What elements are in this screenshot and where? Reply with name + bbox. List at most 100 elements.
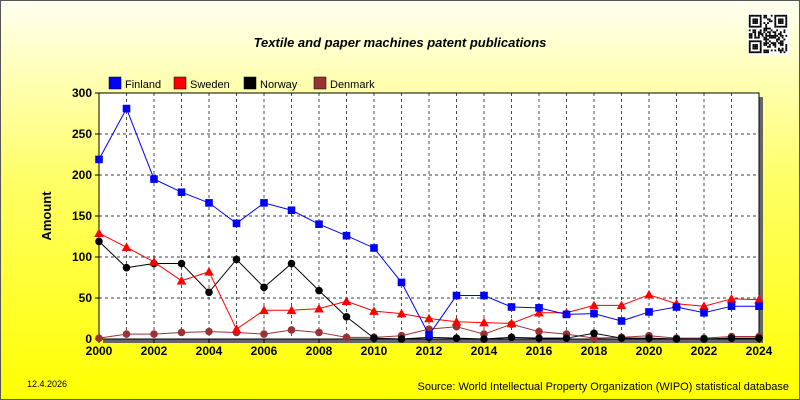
data-point-finland [480, 291, 488, 300]
data-point-norway [507, 333, 516, 342]
data-point-sweden [176, 275, 187, 285]
data-point-denmark [287, 326, 296, 334]
data-point-norway [452, 334, 461, 342]
y-tick-label: 200 [72, 168, 92, 182]
data-point-norway [562, 334, 571, 342]
data-point-finland [232, 219, 241, 228]
data-point-finland [150, 175, 158, 183]
data-point-finland [727, 302, 736, 310]
data-point-finland [370, 244, 378, 252]
data-point-denmark [122, 330, 131, 338]
legend-swatch-norway [243, 76, 257, 90]
data-point-finland [122, 104, 131, 113]
legend-label-norway: Norway [260, 79, 298, 91]
data-point-norway [535, 334, 543, 342]
data-point-finland [205, 199, 213, 207]
data-point-norway [260, 283, 268, 292]
data-point-sweden [314, 303, 324, 313]
y-tick-label: 150 [72, 209, 92, 223]
x-tick-label: 2012 [416, 344, 443, 358]
data-point-finland [397, 278, 406, 287]
x-tick-label: 2010 [361, 344, 388, 358]
y-tick-label: 50 [79, 291, 93, 305]
data-point-norway [205, 288, 213, 297]
data-point-norway [700, 335, 708, 343]
data-point-finland [617, 317, 626, 325]
data-point-denmark [315, 328, 323, 337]
data-point-sweden [396, 308, 407, 318]
data-point-norway [755, 334, 763, 342]
data-point-sweden [204, 266, 214, 276]
data-point-sweden [506, 318, 517, 328]
data-point-sweden [94, 228, 104, 238]
data-point-norway [342, 313, 351, 321]
data-point-finland [645, 308, 653, 316]
data-point-finland [590, 309, 598, 318]
data-point-norway [315, 286, 323, 295]
y-tick-label: 0 [85, 332, 92, 346]
data-point-norway [727, 334, 736, 342]
data-point-denmark [150, 330, 158, 338]
data-point-sweden [534, 307, 544, 317]
data-point-finland [535, 304, 543, 312]
data-point-sweden [341, 296, 352, 306]
data-point-norway [370, 334, 378, 342]
data-point-norway [590, 329, 598, 338]
legend-label-denmark: Denmark [330, 79, 375, 91]
x-tick-label: 2002 [141, 344, 168, 358]
data-point-sweden [259, 305, 269, 315]
data-point-finland [425, 331, 433, 339]
source-label: Source: World Intellectual Property Orga… [417, 381, 789, 393]
data-point-sweden [616, 300, 627, 310]
data-point-finland [672, 303, 681, 311]
data-point-sweden [726, 294, 737, 303]
data-point-denmark [205, 327, 213, 336]
chart-title: Textile and paper machines patent public… [253, 35, 547, 50]
data-point-sweden [451, 316, 462, 326]
x-tick-label: 2022 [691, 344, 718, 358]
legend-label-sweden: Sweden [190, 79, 230, 91]
y-tick-label: 250 [72, 127, 92, 141]
date-label: 12.4.2026 [27, 379, 68, 389]
data-point-finland [177, 188, 186, 197]
data-point-denmark [95, 334, 103, 342]
data-point-finland [562, 310, 571, 319]
x-tick-label: 2014 [471, 344, 498, 358]
data-point-sweden [286, 305, 297, 315]
data-point-norway [177, 259, 186, 268]
data-point-sweden [231, 324, 242, 333]
data-point-finland [342, 231, 351, 240]
legend-label-finland: Finland [125, 79, 161, 91]
x-tick-label: 2000 [86, 344, 113, 358]
data-point-sweden [369, 306, 379, 315]
legend-swatch-sweden [173, 76, 187, 90]
data-point-norway [645, 334, 653, 342]
data-point-sweden [699, 301, 709, 310]
data-point-sweden [644, 289, 654, 299]
data-point-norway [95, 237, 103, 246]
data-point-sweden [149, 257, 159, 266]
data-point-finland [507, 303, 516, 311]
data-point-norway [617, 334, 626, 342]
data-point-denmark [342, 333, 351, 342]
data-point-finland [260, 199, 268, 207]
x-tick-label: 2020 [636, 344, 663, 358]
data-point-norway [397, 335, 406, 343]
legend-swatch-denmark [313, 76, 327, 90]
data-point-sweden [424, 313, 434, 323]
y-tick-label: 300 [72, 86, 92, 100]
data-point-sweden [754, 294, 764, 304]
legend-swatch-finland [108, 76, 122, 90]
data-point-denmark [260, 330, 268, 338]
data-point-norway [122, 263, 131, 272]
data-point-finland [95, 155, 103, 164]
data-point-norway [672, 335, 681, 343]
y-axis-label: Amount [39, 191, 54, 241]
data-point-norway [480, 335, 488, 343]
data-point-norway [232, 255, 241, 264]
x-tick-label: 2024 [746, 344, 773, 358]
qr-code-icon [747, 13, 789, 55]
data-point-finland [452, 291, 461, 300]
x-tick-label: 2008 [306, 344, 333, 358]
